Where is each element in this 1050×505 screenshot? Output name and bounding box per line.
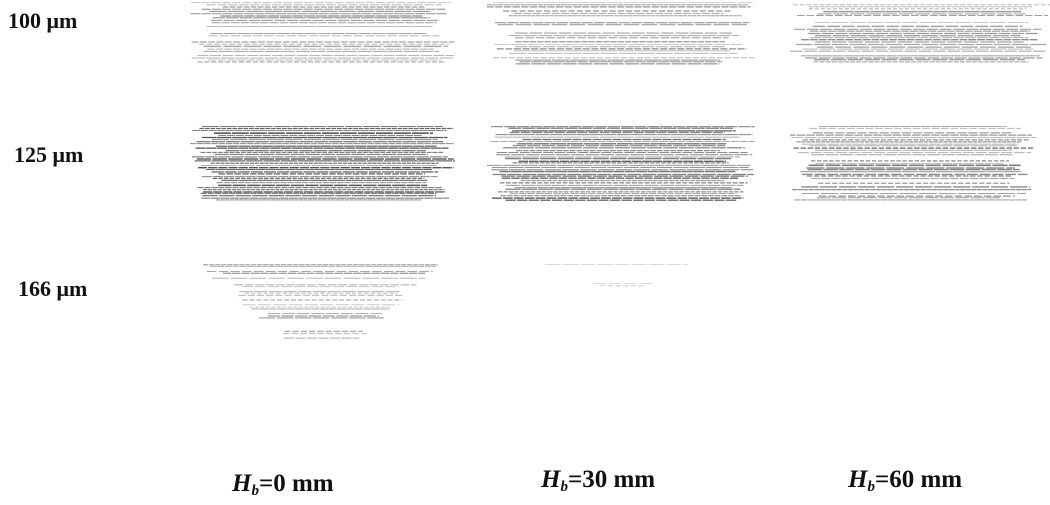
panel-166um-hb60 — [790, 262, 1036, 342]
texture-stripes — [190, 2, 455, 63]
row-label-125um: 125 μm — [14, 142, 84, 167]
column-label-hb60: Hb=60 mm — [848, 466, 963, 495]
panel-100um-hb60 — [790, 2, 1050, 64]
texture-stripes — [190, 126, 455, 201]
texture-stripes — [790, 126, 1036, 201]
row-label-100um: 100 μm — [8, 8, 78, 33]
texture-stripes — [203, 264, 439, 339]
column-label-hb0: Hb=0 mm — [232, 470, 334, 499]
panel-125um-hb0 — [190, 126, 455, 202]
texture-stripes — [487, 2, 755, 65]
panel-125um-hb30 — [487, 126, 755, 202]
texture-stripes — [790, 4, 1050, 63]
panel-100um-hb30 — [487, 2, 755, 66]
column-label-hb30: Hb=30 mm — [541, 466, 656, 495]
texture-stripes — [545, 264, 689, 287]
panel-125um-hb60 — [790, 126, 1036, 202]
row-label-166um: 166 μm — [18, 276, 88, 301]
panel-166um-hb0 — [190, 262, 455, 342]
panel-100um-hb0 — [190, 2, 455, 64]
panel-166um-hb30 — [540, 264, 700, 290]
texture-stripes — [790, 262, 1036, 342]
texture-stripes — [487, 126, 755, 202]
